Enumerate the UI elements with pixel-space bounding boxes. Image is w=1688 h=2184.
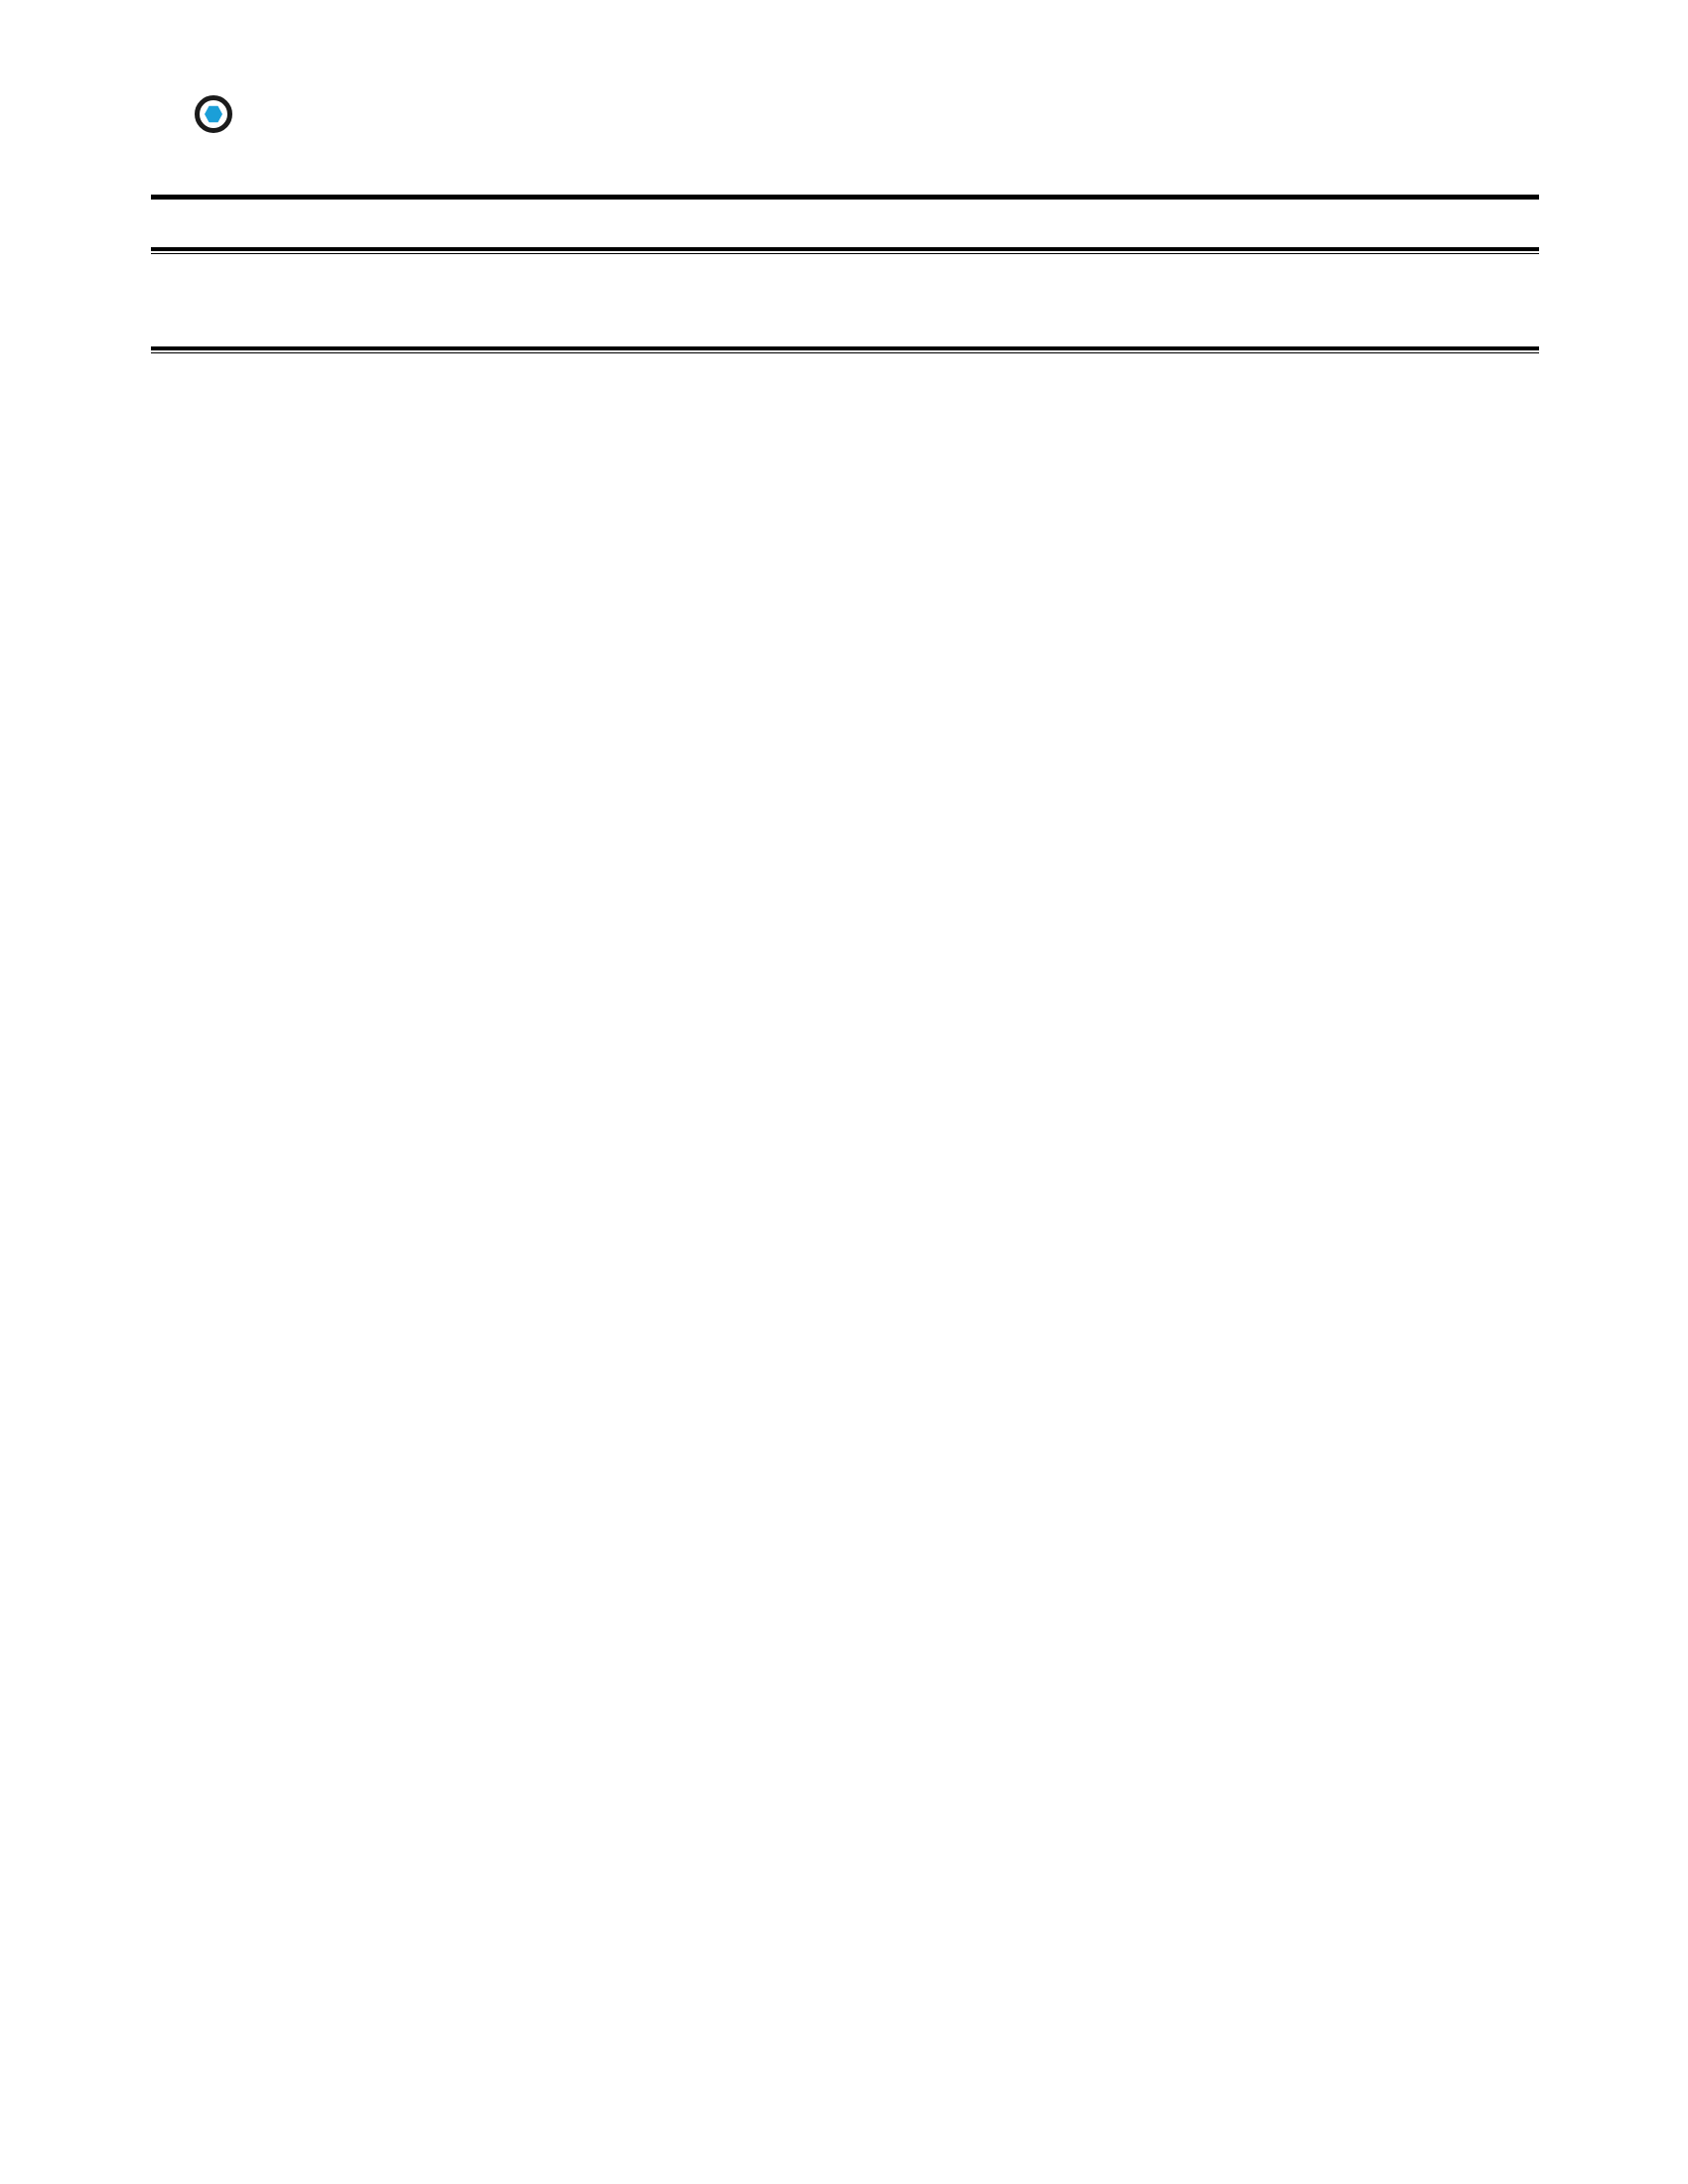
date-of-manufacture-label bbox=[151, 258, 415, 259]
logo-text bbox=[195, 85, 234, 139]
analytical-technique-value bbox=[1146, 258, 1539, 259]
table-row bbox=[151, 258, 1539, 259]
header-rule-middle-thin bbox=[151, 253, 1539, 254]
labcore-logo bbox=[195, 77, 234, 147]
analytical-technique-label bbox=[862, 258, 1146, 259]
header-rule-middle bbox=[151, 247, 1539, 251]
chromatogram-chart bbox=[243, 467, 1435, 1102]
logo-hexagon-o-icon bbox=[195, 95, 234, 135]
chromatogram-svg bbox=[243, 467, 1435, 1102]
date-of-manufacture-value bbox=[415, 258, 862, 259]
header-rule-top bbox=[151, 195, 1539, 200]
header-rule-bottom bbox=[151, 346, 1539, 350]
header-rule-bottom-thin bbox=[151, 352, 1539, 353]
page-footer bbox=[149, 1941, 1539, 1942]
sample-info-table bbox=[151, 256, 1539, 259]
